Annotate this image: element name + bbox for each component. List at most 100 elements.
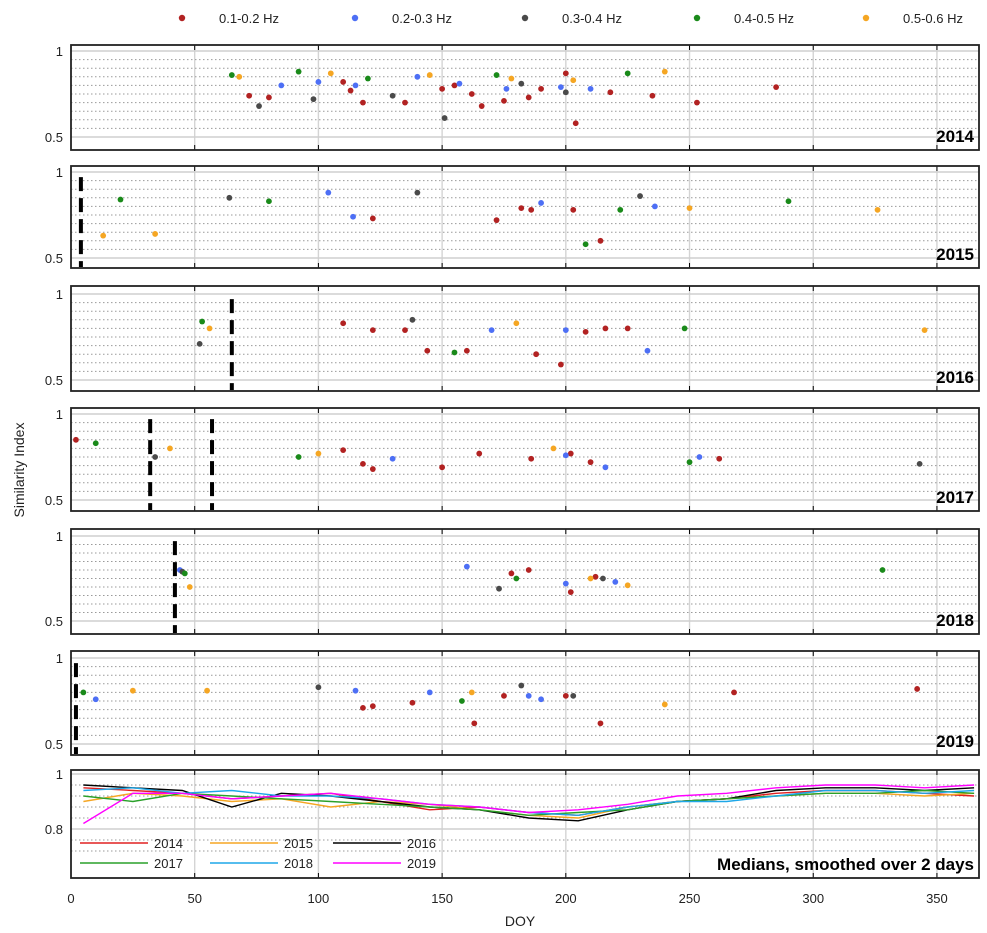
data-point: [439, 464, 446, 471]
median-legend-label: 2019: [407, 856, 436, 871]
data-point: [167, 445, 173, 452]
data-point: [266, 94, 272, 101]
data-point: [879, 567, 886, 573]
data-point: [463, 347, 470, 354]
data-point: [597, 720, 604, 727]
data-point: [557, 361, 564, 368]
data-point: [694, 99, 700, 106]
data-point: [624, 582, 631, 589]
panel-year-label: 2017: [936, 488, 974, 507]
y-axis-title: Similarity Index: [11, 423, 27, 518]
data-point: [602, 464, 609, 471]
data-point: [369, 703, 376, 710]
data-point: [266, 198, 272, 205]
data-point: [488, 327, 495, 334]
data-point: [246, 92, 253, 99]
data-point: [572, 120, 579, 127]
x-tick-label: 200: [555, 891, 577, 906]
data-point: [476, 450, 483, 457]
data-point: [439, 85, 446, 92]
data-point: [340, 79, 347, 85]
data-point: [921, 327, 928, 334]
x-axis-title: DOY: [505, 913, 536, 929]
median-line: [83, 784, 975, 822]
data-point: [686, 205, 693, 212]
legend-label-2: 0.3-0.4 Hz: [562, 11, 622, 26]
data-point: [360, 99, 366, 106]
data-point: [352, 687, 359, 694]
data-point: [624, 325, 631, 332]
data-point: [325, 189, 332, 196]
panel-0: 0.5 1 2014: [45, 44, 980, 151]
data-point: [562, 692, 569, 699]
data-point: [582, 241, 589, 248]
data-point: [181, 570, 188, 577]
data-point: [651, 203, 658, 210]
data-point: [562, 580, 569, 587]
panels: 0.5 1 2014 0.5 1 2015 0.5 1 2016 0.5 1 2017 0.5 1 2018…: [45, 44, 980, 906]
y-tick-label: 0.8: [45, 822, 63, 837]
data-point: [538, 696, 544, 703]
data-point: [503, 85, 510, 92]
legend-label-4: 0.5-0.6 Hz: [903, 11, 963, 26]
data-point: [661, 701, 668, 708]
data-point: [471, 720, 478, 727]
data-point: [347, 87, 354, 94]
data-point: [463, 563, 470, 570]
legend-marker-3: [693, 14, 701, 22]
data-point: [327, 70, 334, 77]
data-point: [525, 94, 532, 101]
data-point: [295, 454, 302, 460]
data-point: [80, 689, 87, 696]
data-point: [567, 589, 574, 595]
data-point: [295, 68, 302, 75]
data-point: [152, 454, 159, 460]
data-point: [402, 99, 408, 106]
data-point: [360, 460, 366, 467]
data-point: [624, 70, 631, 77]
x-tick-label: 300: [802, 891, 824, 906]
y-tick-label: 0.5: [45, 130, 63, 145]
panel-year-label: 2018: [936, 611, 974, 630]
data-point: [538, 85, 544, 92]
median-legend-label: 2017: [154, 856, 183, 871]
panel-frame: [70, 769, 980, 879]
y-tick-label: 1: [56, 767, 63, 782]
data-point: [493, 72, 500, 78]
panel-frame: [70, 165, 980, 269]
data-point: [468, 689, 475, 696]
y-tick-label: 1: [56, 407, 63, 422]
data-point: [352, 82, 359, 89]
data-point: [236, 73, 243, 80]
data-point: [785, 198, 792, 205]
median-legend-label: 2016: [407, 836, 436, 851]
data-point: [360, 704, 366, 711]
data-point: [518, 80, 525, 87]
data-point: [587, 575, 594, 582]
data-point: [508, 75, 515, 82]
data-point: [226, 194, 233, 201]
data-point: [451, 349, 458, 356]
data-point: [570, 206, 577, 213]
y-tick-label: 0.5: [45, 373, 63, 388]
panel-6: 0.8 1 2014 2015 2016 2017 2018 2019 Medians, smo…: [45, 767, 980, 906]
data-point: [567, 450, 574, 457]
data-point: [310, 96, 317, 103]
x-tick-label: 250: [679, 891, 701, 906]
data-point: [518, 205, 525, 212]
legend-marker-0: [178, 14, 186, 22]
data-point: [518, 682, 525, 689]
data-point: [513, 320, 520, 327]
data-point: [456, 80, 463, 87]
data-point: [73, 436, 79, 443]
data-point: [409, 699, 416, 706]
panel-frame: [70, 407, 980, 512]
data-point: [496, 585, 502, 592]
data-point: [369, 466, 376, 472]
data-point: [525, 692, 532, 699]
legend-marker-2: [521, 14, 529, 22]
data-point: [649, 92, 656, 99]
panel-bg: [71, 166, 979, 268]
data-point: [597, 237, 604, 244]
